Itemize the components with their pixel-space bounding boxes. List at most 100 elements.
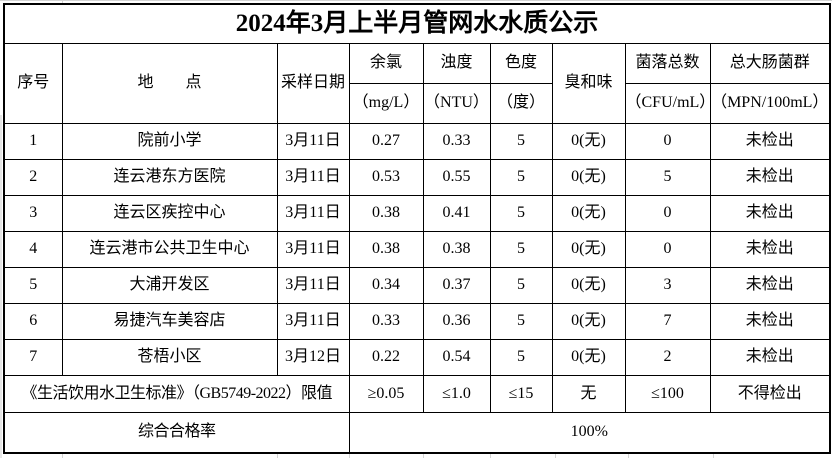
limit-odor: 无 <box>551 375 626 413</box>
header-colony: 菌落总数 <box>624 43 711 84</box>
cell-location: 连云港市公共卫生中心 <box>61 231 278 268</box>
cell-colony: 7 <box>624 303 711 340</box>
cell-chlorine: 0.53 <box>348 159 424 196</box>
cell-odor: 0(无) <box>551 231 626 268</box>
cell-color: 5 <box>489 231 553 268</box>
header-location: 地 点 <box>61 43 278 124</box>
cell-turbidity: 0.54 <box>422 339 491 376</box>
cell-no: 4 <box>3 231 63 268</box>
cell-coliform: 未检出 <box>709 303 831 340</box>
cell-odor: 0(无) <box>551 123 626 160</box>
cell-no: 2 <box>3 159 63 196</box>
cell-no: 5 <box>3 267 63 304</box>
header-no: 序号 <box>3 43 63 124</box>
gridline-top <box>0 0 832 1</box>
cell-turbidity: 0.37 <box>422 267 491 304</box>
cell-chlorine: 0.38 <box>348 195 424 232</box>
cell-date: 3月11日 <box>276 231 350 268</box>
pass-rate-label: 综合合格率 <box>3 412 350 454</box>
cell-no: 3 <box>3 195 63 232</box>
cell-color: 5 <box>489 159 553 196</box>
cell-location: 苍梧小区 <box>61 339 278 376</box>
cell-colony: 0 <box>624 123 711 160</box>
cell-odor: 0(无) <box>551 195 626 232</box>
cell-date: 3月11日 <box>276 267 350 304</box>
limit-label: 《生活饮用水卫生标准》（GB5749-2022）限值 <box>3 375 350 413</box>
cell-location: 易捷汽车美容店 <box>61 303 278 340</box>
cell-turbidity: 0.41 <box>422 195 491 232</box>
cell-turbidity: 0.33 <box>422 123 491 160</box>
gridline-stub-bottom <box>490 453 491 458</box>
gridline-stub-bottom <box>423 453 424 458</box>
header-color-unit: （度） <box>489 83 553 124</box>
table-row: 1 院前小学 3月11日 0.27 0.33 5 0(无) 0 未检出 <box>3 123 831 160</box>
gridline-stub-bottom <box>713 453 714 458</box>
cell-odor: 0(无) <box>551 339 626 376</box>
header-chlorine-unit: （mg/L） <box>348 83 424 124</box>
cell-no: 6 <box>3 303 63 340</box>
header-coliform: 总大肠菌群 <box>709 43 831 84</box>
table-row: 6 易捷汽车美容店 3月11日 0.33 0.36 5 0(无) 7 未检出 <box>3 303 831 340</box>
gridline-stub-bottom <box>628 453 629 458</box>
header-turbidity: 浊度 <box>422 43 491 84</box>
gridline-stub-top <box>62 0 63 3</box>
gridline-stub-bottom <box>555 453 556 458</box>
limit-color: ≤15 <box>489 375 553 413</box>
cell-chlorine: 0.38 <box>348 231 424 268</box>
gridline-left-margin <box>0 115 2 458</box>
cell-date: 3月11日 <box>276 123 350 160</box>
gridline-stub-bottom <box>349 453 350 458</box>
cell-colony: 2 <box>624 339 711 376</box>
cell-turbidity: 0.55 <box>422 159 491 196</box>
cell-location: 连云区疾控中心 <box>61 195 278 232</box>
table-row: 4 连云港市公共卫生中心 3月11日 0.38 0.38 5 0(无) 0 未检… <box>3 231 831 268</box>
header-coliform-unit: （MPN/100mL） <box>709 83 831 124</box>
header-color: 色度 <box>489 43 553 84</box>
header-date: 采样日期 <box>276 43 350 124</box>
page-title: 2024年3月上半月管网水水质公示 <box>3 3 831 44</box>
table-row: 7 苍梧小区 3月12日 0.22 0.54 5 0(无) 2 未检出 <box>3 339 831 376</box>
table-row: 3 连云区疾控中心 3月11日 0.38 0.41 5 0(无) 0 未检出 <box>3 195 831 232</box>
cell-location: 大浦开发区 <box>61 267 278 304</box>
water-quality-table: 2024年3月上半月管网水水质公示 序号 地 点 采样日期 余氯 浊度 色度 臭… <box>3 3 832 454</box>
cell-coliform: 未检出 <box>709 267 831 304</box>
cell-color: 5 <box>489 303 553 340</box>
cell-odor: 0(无) <box>551 267 626 304</box>
limit-colony: ≤100 <box>624 375 711 413</box>
cell-no: 1 <box>3 123 63 160</box>
cell-coliform: 未检出 <box>709 123 831 160</box>
cell-location: 院前小学 <box>61 123 278 160</box>
cell-coliform: 未检出 <box>709 159 831 196</box>
cell-colony: 5 <box>624 159 711 196</box>
cell-location: 连云港东方医院 <box>61 159 278 196</box>
limit-coliform: 不得检出 <box>709 375 831 413</box>
header-colony-unit: （CFU/mL） <box>624 83 711 124</box>
cell-colony: 0 <box>624 231 711 268</box>
cell-coliform: 未检出 <box>709 195 831 232</box>
cell-coliform: 未检出 <box>709 231 831 268</box>
cell-chlorine: 0.22 <box>348 339 424 376</box>
cell-chlorine: 0.27 <box>348 123 424 160</box>
cell-date: 3月11日 <box>276 195 350 232</box>
cell-color: 5 <box>489 123 553 160</box>
header-chlorine: 余氯 <box>348 43 424 84</box>
cell-color: 5 <box>489 267 553 304</box>
cell-no: 7 <box>3 339 63 376</box>
cell-turbidity: 0.36 <box>422 303 491 340</box>
limit-turbidity: ≤1.0 <box>422 375 491 413</box>
cell-date: 3月11日 <box>276 159 350 196</box>
cell-colony: 0 <box>624 195 711 232</box>
cell-chlorine: 0.34 <box>348 267 424 304</box>
cell-chlorine: 0.33 <box>348 303 424 340</box>
cell-colony: 3 <box>624 267 711 304</box>
limit-chlorine: ≥0.05 <box>348 375 424 413</box>
pass-rate-value: 100% <box>348 412 831 454</box>
gridline-stub-bottom <box>62 453 63 458</box>
table-row: 5 大浦开发区 3月11日 0.34 0.37 5 0(无) 3 未检出 <box>3 267 831 304</box>
cell-date: 3月11日 <box>276 303 350 340</box>
table-row: 2 连云港东方医院 3月11日 0.53 0.55 5 0(无) 5 未检出 <box>3 159 831 196</box>
cell-coliform: 未检出 <box>709 339 831 376</box>
header-turbidity-unit: （NTU） <box>422 83 491 124</box>
gridline-stub-bottom <box>277 453 278 458</box>
